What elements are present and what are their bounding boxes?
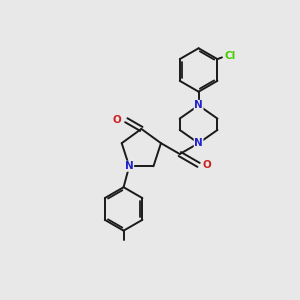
Text: N: N: [194, 138, 203, 148]
Text: N: N: [194, 100, 203, 110]
Text: O: O: [202, 160, 211, 170]
Text: O: O: [113, 115, 122, 125]
Text: Cl: Cl: [224, 51, 236, 61]
Text: N: N: [125, 161, 134, 171]
